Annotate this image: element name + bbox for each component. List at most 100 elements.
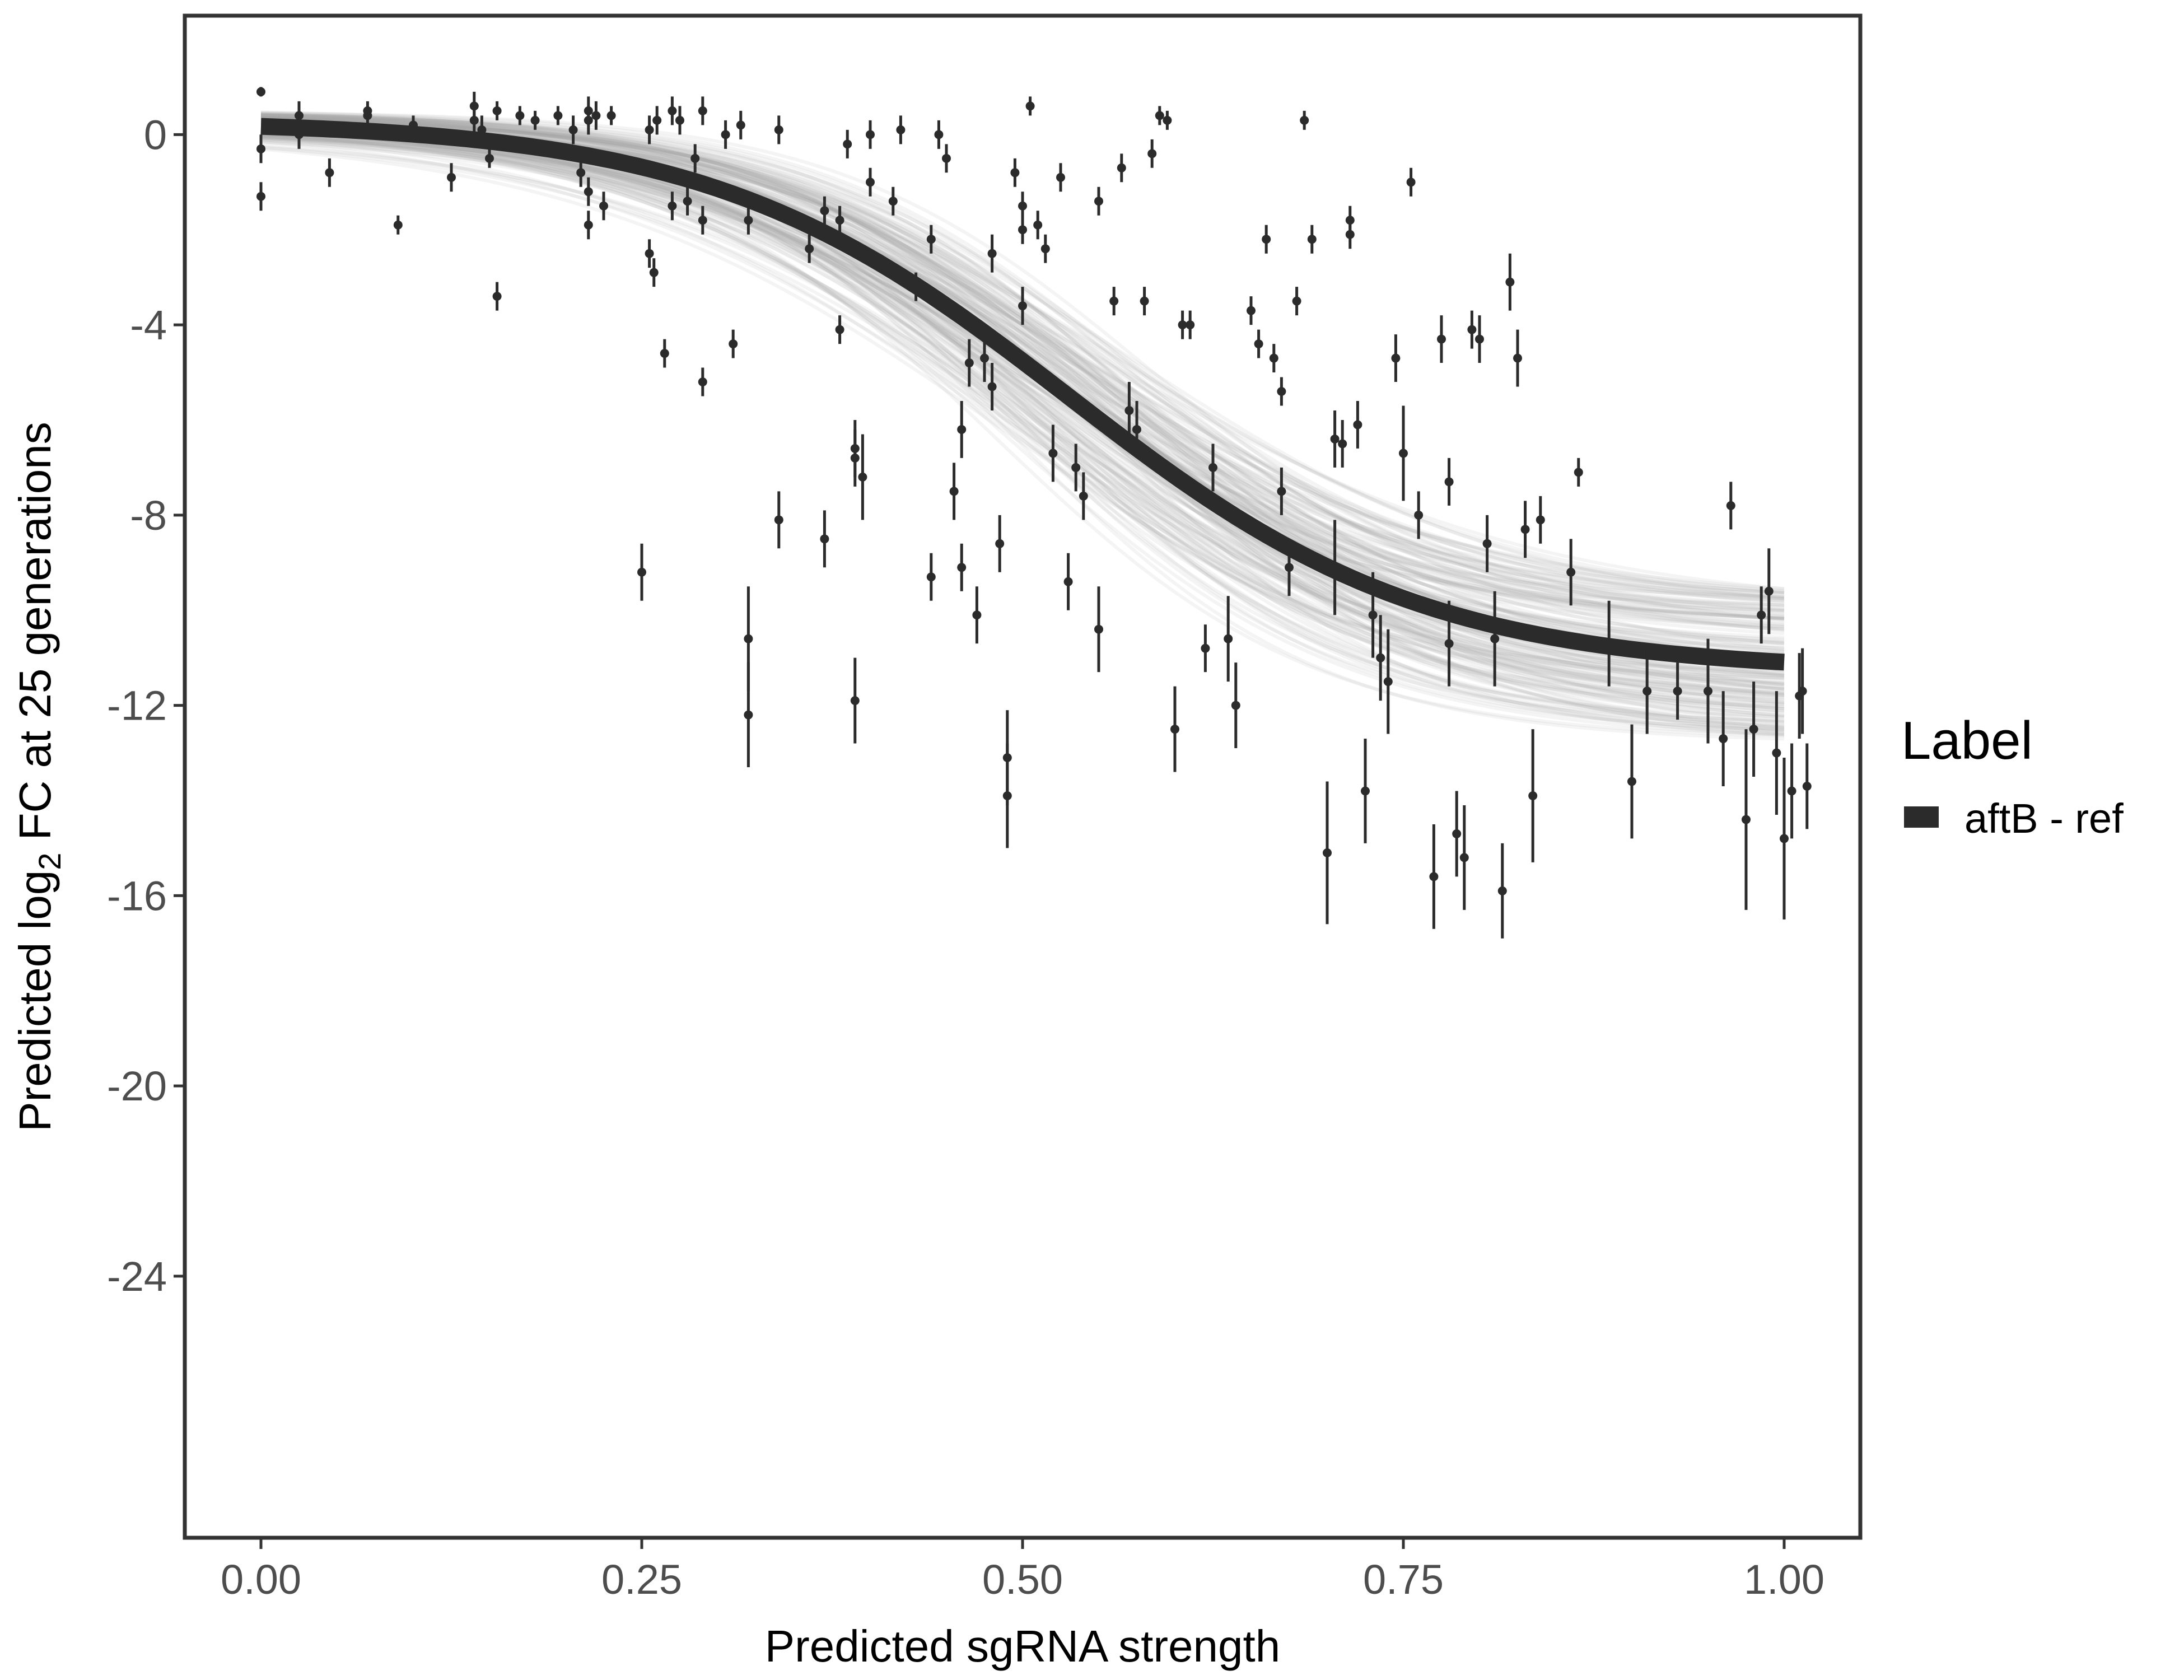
x-tick-label: 1.00 [1744, 1556, 1824, 1603]
posterior-draw [260, 113, 1785, 641]
data-point [698, 216, 707, 225]
y-tick-label: 0 [144, 111, 167, 158]
posterior-draw [260, 132, 1785, 708]
data-point [1368, 610, 1378, 620]
data-point [1574, 468, 1583, 477]
data-point [1231, 701, 1240, 710]
data-point [1490, 634, 1500, 643]
posterior-draw [260, 137, 1785, 737]
data-point [584, 187, 593, 197]
posterior-draw [260, 143, 1785, 674]
y-tick-label: -16 [107, 872, 167, 919]
data-point [530, 115, 540, 125]
posterior-draw [260, 112, 1785, 734]
data-point [1307, 235, 1317, 244]
x-axis: 0.00 0.25 0.50 0.75 1.00 [221, 1539, 1824, 1603]
data-point [668, 201, 677, 211]
data-points [256, 87, 1812, 939]
x-tick-label: 0.00 [221, 1556, 301, 1603]
y-tick-label: -12 [107, 683, 167, 729]
data-point [492, 292, 502, 301]
data-point [1772, 748, 1781, 758]
data-point [1673, 687, 1682, 696]
data-point [1497, 886, 1507, 895]
legend-key-aftB-ref [1904, 806, 1939, 828]
data-point [820, 534, 829, 544]
data-point [1452, 829, 1462, 838]
data-point [1444, 639, 1454, 648]
data-point [606, 111, 616, 120]
data-point [660, 349, 669, 358]
data-point [1467, 325, 1477, 334]
data-point [1262, 235, 1271, 244]
data-point [926, 235, 936, 244]
data-point [866, 178, 875, 187]
data-point [805, 244, 814, 254]
data-point [1406, 178, 1416, 187]
data-point [1566, 567, 1576, 577]
posterior-draw [260, 116, 1785, 685]
data-point [584, 220, 593, 230]
posterior-draw [260, 146, 1785, 698]
posterior-draw [260, 115, 1785, 609]
posterior-draw [260, 122, 1785, 689]
data-point [835, 325, 844, 334]
x-tick-label: 0.25 [601, 1556, 682, 1603]
data-point [1002, 791, 1012, 800]
data-point [668, 106, 677, 115]
x-axis-title: Predicted sgRNA strength [765, 1621, 1280, 1671]
data-point [744, 216, 753, 225]
y-axis: 0 -4 -8 -12 -16 -20 -24 [107, 111, 183, 1300]
data-point [568, 125, 578, 134]
y-tick-label: -24 [107, 1253, 167, 1300]
data-point [1780, 834, 1789, 843]
data-point [835, 216, 844, 225]
data-point [1224, 634, 1233, 643]
posterior-draw [260, 133, 1785, 640]
posterior-draw [260, 115, 1785, 711]
y-axis-title-main: Predicted log [10, 870, 60, 1132]
data-point [393, 220, 403, 230]
data-point [774, 515, 783, 525]
posterior-draw [260, 116, 1785, 613]
data-point [957, 424, 967, 434]
posterior-draw [260, 135, 1785, 729]
data-point [1040, 244, 1050, 254]
data-point [820, 206, 829, 216]
posterior-draw [260, 134, 1785, 697]
y-tick-label: -4 [130, 302, 167, 348]
data-point [980, 353, 989, 363]
x-tick-label: 0.50 [982, 1556, 1063, 1603]
data-point [888, 197, 898, 206]
data-point [652, 115, 662, 125]
posterior-draw [260, 116, 1785, 718]
fit-curve-group [260, 118, 1785, 671]
data-point [409, 120, 418, 130]
data-point [649, 268, 659, 277]
data-point [698, 377, 707, 387]
posterior-draw [260, 125, 1785, 722]
posterior-draw [260, 121, 1785, 631]
data-point [1437, 334, 1446, 344]
data-point [1719, 734, 1728, 744]
data-point [1528, 791, 1538, 800]
data-point [1802, 781, 1812, 791]
x-tick-label: 0.75 [1363, 1556, 1444, 1603]
data-point [934, 130, 944, 139]
posterior-draw [260, 133, 1785, 672]
data-point [1277, 387, 1286, 396]
data-point [1798, 687, 1807, 696]
data-point [736, 120, 745, 130]
data-point [911, 282, 921, 292]
data-point [1094, 197, 1103, 206]
data-point [698, 106, 707, 115]
data-point [515, 111, 525, 120]
data-point [949, 487, 959, 496]
data-point [477, 125, 487, 134]
data-point [1056, 172, 1065, 182]
data-point [1178, 320, 1187, 330]
posterior-draw [260, 129, 1785, 697]
posterior-draw [260, 138, 1785, 704]
data-point [744, 710, 753, 720]
